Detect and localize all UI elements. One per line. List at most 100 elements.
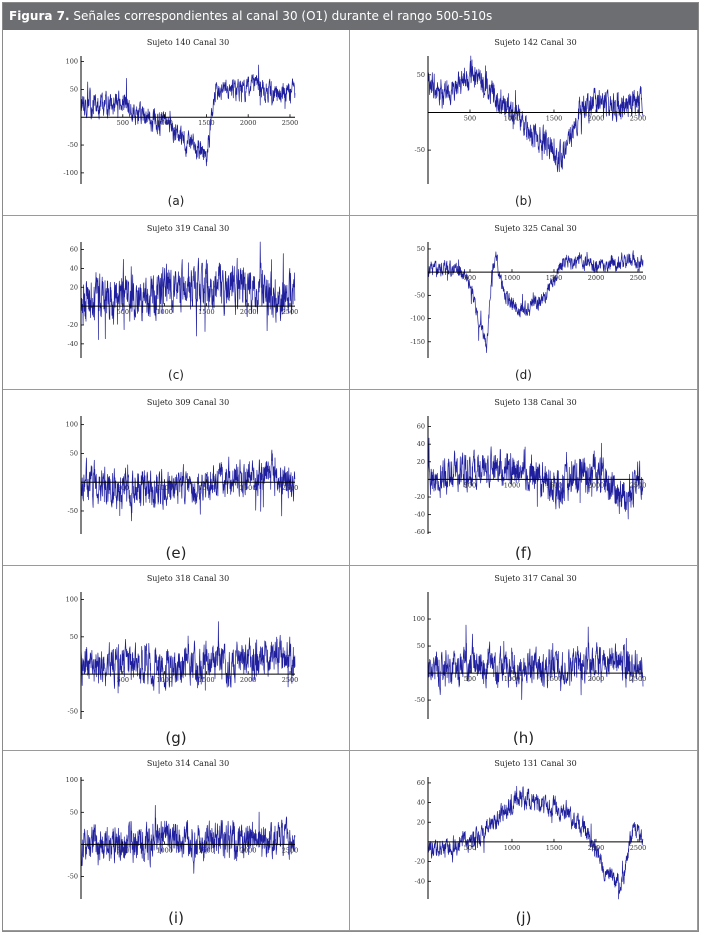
y-tick-label: 20	[70, 283, 78, 291]
y-tick-label: -50	[68, 873, 78, 881]
chart-svg: Sujeto 318 Canal 30 500 1000 1500 2000 2500 10…	[66, 574, 299, 719]
signal-series-line	[427, 55, 644, 173]
x-tick-label: 1000	[504, 481, 521, 489]
chart-panel: Sujeto 325 Canal 30 500 1000 1500 2000 2500 50…	[350, 216, 698, 390]
panel-caption: (a)	[167, 194, 185, 208]
chart-svg: Sujeto 131 Canal 30 500 1000 1500 2000 2500 60…	[415, 759, 647, 900]
chart-svg: Sujeto 140 Canal 30 500 1000 1500 2000 2500 10…	[63, 38, 299, 184]
x-tick-label: 2000	[588, 844, 605, 852]
y-tick-label: 60	[70, 246, 78, 254]
x-tick-label: 500	[464, 114, 476, 122]
y-tick-label: -50	[68, 507, 78, 515]
x-tick-label: 1000	[504, 274, 521, 282]
panel-caption: (g)	[165, 729, 187, 747]
chart-title: Sujeto 309 Canal 30	[147, 398, 229, 407]
chart-title: Sujeto 314 Canal 30	[147, 759, 229, 768]
chart-panel: Sujeto 319 Canal 30 500 1000 1500 2000 2500 60…	[3, 216, 350, 390]
x-tick-label: 2500	[630, 274, 647, 282]
x-tick-label: 2000	[588, 114, 605, 122]
signal-series-line	[80, 64, 296, 167]
x-tick-label: 1500	[198, 484, 215, 492]
x-tick-label: 1000	[156, 676, 173, 684]
y-tick-label: 100	[66, 421, 78, 429]
y-tick-label: 40	[70, 264, 78, 272]
y-tick-label: 60	[417, 779, 425, 787]
x-tick-label: 1500	[198, 846, 215, 854]
y-tick-label: -50	[415, 696, 425, 704]
panel-caption: (f)	[515, 544, 532, 562]
panel-caption: (e)	[165, 544, 187, 562]
x-tick-label: 2500	[282, 484, 299, 492]
y-tick-label: 50	[417, 71, 425, 79]
y-tick-label: 50	[70, 449, 78, 457]
chart-svg: Sujeto 325 Canal 30 500 1000 1500 2000 2500 50…	[410, 224, 647, 358]
chart-title: Sujeto 131 Canal 30	[494, 759, 576, 768]
panel-caption: (j)	[515, 909, 532, 927]
signal-series-line	[427, 437, 644, 520]
panel-caption: (d)	[515, 368, 532, 382]
y-tick-label: -40	[415, 877, 425, 885]
signal-series-line	[427, 250, 644, 353]
signal-series-line	[80, 804, 296, 874]
x-tick-label: 2500	[630, 844, 647, 852]
y-tick-label: -40	[415, 511, 425, 519]
x-tick-label: 500	[117, 846, 129, 854]
chart-svg: Sujeto 142 Canal 30 500 1000 1500 2000 2500 50…	[415, 38, 647, 184]
signal-series-line	[80, 241, 296, 340]
chart-title: Sujeto 317 Canal 30	[494, 574, 576, 583]
signal-series-line	[80, 621, 296, 694]
chart-panel: Sujeto 140 Canal 30 500 1000 1500 2000 2500 10…	[3, 30, 350, 216]
y-tick-label: -60	[415, 528, 425, 536]
y-tick-label: -150	[410, 338, 425, 346]
x-tick-label: 2000	[240, 676, 257, 684]
x-tick-label: 1500	[546, 844, 563, 852]
x-tick-label: 2500	[282, 846, 299, 854]
x-tick-label: 2000	[240, 484, 257, 492]
x-tick-label: 1500	[198, 676, 215, 684]
x-tick-label: 1000	[156, 846, 173, 854]
x-tick-label: 2500	[630, 114, 647, 122]
x-tick-label: 2500	[282, 308, 299, 316]
y-tick-label: 100	[66, 58, 78, 66]
y-tick-label: -20	[415, 858, 425, 866]
x-tick-label: 2500	[282, 119, 299, 127]
y-tick-label: 100	[66, 776, 78, 784]
figure-title: Señales correspondientes al canal 30 (O1…	[73, 9, 493, 23]
y-tick-label: 100	[413, 615, 425, 623]
chart-svg: Sujeto 309 Canal 30 500 1000 1500 2000 2500 10…	[66, 398, 299, 534]
chart-title: Sujeto 325 Canal 30	[494, 224, 576, 233]
chart-svg: Sujeto 319 Canal 30 500 1000 1500 2000 2500 60…	[68, 224, 299, 358]
x-tick-label: 1500	[546, 114, 563, 122]
y-tick-label: 20	[417, 818, 425, 826]
chart-svg: Sujeto 317 Canal 30 500 1000 1500 2000 2500 10…	[413, 574, 646, 719]
chart-panel: Sujeto 309 Canal 30 500 1000 1500 2000 2500 10…	[3, 390, 350, 566]
chart-panel: Sujeto 317 Canal 30 500 1000 1500 2000 2500 10…	[350, 566, 698, 751]
chart-title: Sujeto 318 Canal 30	[147, 574, 229, 583]
x-tick-label: 500	[464, 844, 476, 852]
y-tick-label: 40	[417, 440, 425, 448]
x-tick-label: 500	[464, 274, 476, 282]
y-tick-label: -50	[68, 141, 78, 149]
x-tick-label: 2500	[630, 481, 647, 489]
y-tick-label: 50	[70, 808, 78, 816]
y-tick-label: 50	[417, 642, 425, 650]
y-tick-label: 50	[70, 85, 78, 93]
x-tick-label: 1000	[156, 119, 173, 127]
x-tick-label: 1500	[546, 675, 563, 683]
figure-label: Figura 7.	[9, 9, 70, 23]
chart-svg: Sujeto 314 Canal 30 500 1000 1500 2000 2500 10…	[66, 759, 299, 899]
y-tick-label: 60	[417, 423, 425, 431]
x-tick-label: 2000	[588, 675, 605, 683]
x-tick-label: 2500	[282, 676, 299, 684]
chart-panel: Sujeto 138 Canal 30 500 1000 1500 2000 2500 60…	[350, 390, 698, 566]
y-tick-label: -20	[68, 321, 78, 329]
chart-svg: Sujeto 138 Canal 30 500 1000 1500 2000 2500 60…	[415, 398, 647, 536]
x-tick-label: 2000	[240, 846, 257, 854]
y-tick-label: -40	[68, 340, 78, 348]
x-tick-label: 1500	[198, 119, 215, 127]
x-tick-label: 500	[464, 675, 476, 683]
panel-caption: (h)	[512, 729, 535, 747]
x-tick-label: 1000	[156, 308, 173, 316]
x-tick-label: 500	[117, 676, 129, 684]
y-tick-label: -100	[410, 315, 425, 323]
